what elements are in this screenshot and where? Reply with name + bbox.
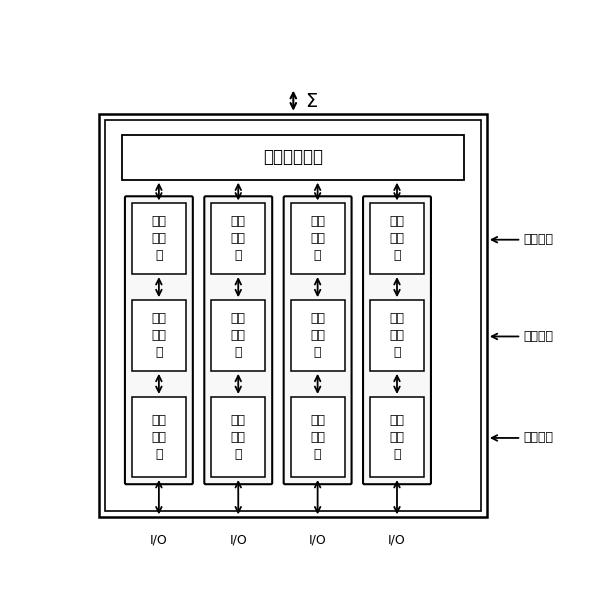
Bar — [99, 113, 487, 517]
FancyBboxPatch shape — [363, 196, 431, 484]
Bar — [132, 397, 186, 477]
Text: 数字
移相
器: 数字 移相 器 — [231, 312, 246, 359]
Text: I/O: I/O — [309, 534, 327, 547]
FancyBboxPatch shape — [284, 196, 352, 484]
Text: 模拟
移相
器: 模拟 移相 器 — [310, 414, 325, 460]
Bar — [211, 204, 265, 274]
Text: 等幅馈电网络: 等幅馈电网络 — [263, 148, 323, 166]
Text: Σ: Σ — [305, 93, 317, 112]
Text: 模拟
移相
器: 模拟 移相 器 — [231, 414, 246, 460]
Text: 模拟
移相
器: 模拟 移相 器 — [390, 414, 404, 460]
Bar — [291, 300, 345, 371]
Text: 程控
衰减
器: 程控 衰减 器 — [390, 215, 404, 262]
Bar — [211, 397, 265, 477]
Bar — [122, 135, 464, 180]
Text: 控制信号: 控制信号 — [524, 330, 554, 343]
Text: I/O: I/O — [388, 534, 406, 547]
Text: 程控
衰减
器: 程控 衰减 器 — [152, 215, 166, 262]
Bar — [291, 397, 345, 477]
Bar — [370, 397, 424, 477]
Text: 数字
移相
器: 数字 移相 器 — [390, 312, 404, 359]
Text: 模拟
移相
器: 模拟 移相 器 — [152, 414, 166, 460]
Text: 数字
移相
器: 数字 移相 器 — [152, 312, 166, 359]
Bar — [370, 204, 424, 274]
Bar — [291, 204, 345, 274]
Text: 数字
移相
器: 数字 移相 器 — [310, 312, 325, 359]
Text: 程控
衰减
器: 程控 衰减 器 — [310, 215, 325, 262]
Text: 程控
衰减
器: 程控 衰减 器 — [231, 215, 246, 262]
Bar — [105, 120, 481, 511]
Text: I/O: I/O — [229, 534, 247, 547]
Bar — [370, 300, 424, 371]
FancyBboxPatch shape — [204, 196, 272, 484]
Bar — [211, 300, 265, 371]
FancyBboxPatch shape — [125, 196, 193, 484]
Bar — [132, 204, 186, 274]
Text: 控制信号: 控制信号 — [524, 233, 554, 246]
Text: I/O: I/O — [150, 534, 168, 547]
Bar — [132, 300, 186, 371]
Text: 控制信号: 控制信号 — [524, 432, 554, 444]
